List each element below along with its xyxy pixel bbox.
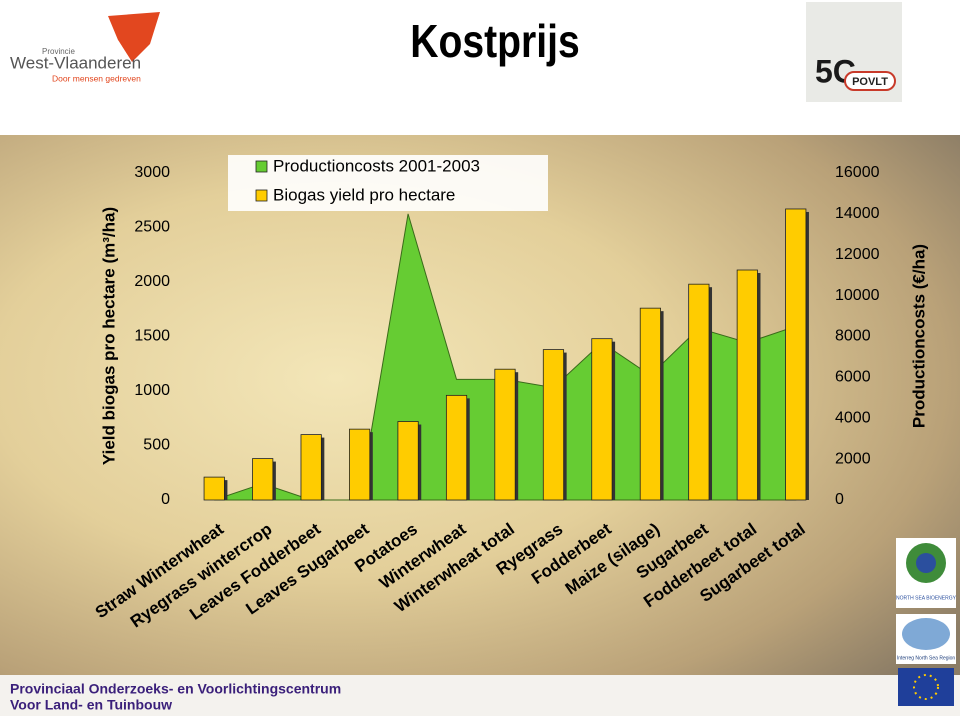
logo-north-sea: NORTH SEA BIOENERGY Interreg North Sea R… [896, 538, 957, 706]
y2-tick-label: 6000 [835, 369, 871, 386]
legend-label: Productioncosts 2001-2003 [273, 156, 480, 175]
legend-swatch [255, 189, 268, 202]
title: Kostprijs [410, 16, 579, 68]
bar [349, 428, 371, 501]
bar [252, 458, 274, 501]
logo-text: Interreg North Sea Region [897, 655, 956, 661]
logo-text: West-Vlaanderen [10, 53, 141, 72]
bar [736, 269, 758, 501]
y-tick-label: 2000 [134, 273, 170, 290]
y2-axis-title: Productioncosts (€/ha) [909, 244, 928, 428]
y-tick-label: 500 [143, 437, 170, 454]
y2-tick-label: 8000 [835, 328, 871, 345]
bar [591, 338, 613, 501]
logo-text: Door mensen gedreven [52, 73, 141, 83]
bar [688, 283, 710, 501]
y2-tick-label: 10000 [835, 287, 880, 304]
footer-text: Provinciaal Onderzoeks- en Voorlichtings… [10, 681, 341, 697]
bar [542, 349, 565, 501]
footer-text: Voor Land- en Tuinbouw [10, 697, 172, 713]
y-tick-label: 0 [161, 491, 170, 508]
y-tick-label: 1000 [134, 382, 170, 399]
y-axis-title: Yield biogas pro hectare (m³/ha) [99, 207, 118, 465]
y2-tick-label: 14000 [835, 205, 880, 222]
bar [397, 421, 419, 501]
legend-label: Biogas yield pro hectare [273, 185, 455, 204]
y2-tick-label: 12000 [835, 246, 880, 263]
logo-text: NORTH SEA BIOENERGY [896, 595, 957, 601]
y2-tick-label: 4000 [835, 409, 871, 426]
footer-bg [0, 675, 960, 716]
y-tick-label: 1500 [134, 328, 170, 345]
y-tick-label: 2500 [134, 219, 170, 236]
legend-swatch [255, 160, 268, 173]
y2-tick-label: 0 [835, 491, 844, 508]
logo-text: Provincie [42, 47, 75, 56]
logo-povlt: 5C POVLT [806, 2, 902, 102]
bar [639, 307, 661, 501]
y-tick-label: 3000 [134, 164, 170, 181]
bar [445, 394, 468, 501]
bar [785, 208, 807, 501]
bar [300, 434, 322, 501]
logo-west-vlaanderen: Provincie West-Vlaanderen Door mensen ge… [5, 5, 165, 87]
logo-text: POVLT [852, 76, 888, 88]
y2-tick-label: 16000 [835, 164, 880, 181]
y2-tick-label: 2000 [835, 450, 871, 467]
bar [494, 368, 516, 501]
bar [203, 476, 225, 501]
legend-box [228, 155, 548, 211]
